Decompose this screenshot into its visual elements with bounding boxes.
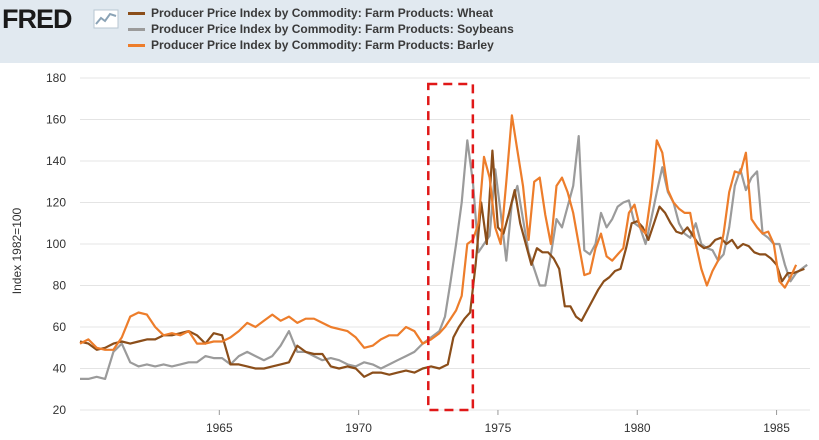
axes: 20 40 60 80 100 120 140 160 180 1965 1970 1975 1980 1… xyxy=(46,71,790,435)
fred-logo[interactable]: FRED xyxy=(2,3,122,35)
y-tick-label: 120 xyxy=(46,196,66,210)
legend-swatch-soybeans xyxy=(128,27,145,31)
x-tick-label: 1975 xyxy=(485,421,512,435)
plot-panel: 20 40 60 80 100 120 140 160 180 1965 1970 1975 1980 1… xyxy=(0,63,819,440)
chart-legend: Producer Price Index by Commodity: Farm … xyxy=(128,5,514,53)
legend-item-soybeans[interactable]: Producer Price Index by Commodity: Farm … xyxy=(128,21,514,37)
y-axis-label: Index 1982=100 xyxy=(10,207,24,294)
legend-item-barley[interactable]: Producer Price Index by Commodity: Farm … xyxy=(128,37,514,53)
chart-svg[interactable]: 20 40 60 80 100 120 140 160 180 1965 1970 1975 1980 1… xyxy=(0,63,819,440)
x-tick-label: 1965 xyxy=(206,421,233,435)
legend-label-wheat: Producer Price Index by Commodity: Farm … xyxy=(151,6,494,20)
x-tick-label: 1970 xyxy=(345,421,372,435)
x-tick-label: 1985 xyxy=(763,421,790,435)
y-tick-label: 140 xyxy=(46,154,66,168)
y-tick-label: 80 xyxy=(53,279,67,293)
y-tick-label: 20 xyxy=(53,403,67,417)
legend-label-barley: Producer Price Index by Commodity: Farm … xyxy=(151,38,494,52)
highlight-box xyxy=(427,82,475,412)
series-line-barley[interactable] xyxy=(79,114,798,351)
legend-swatch-barley xyxy=(128,43,145,47)
y-tick-label: 100 xyxy=(46,237,66,251)
y-tick-label: 160 xyxy=(46,113,66,127)
fred-wordmark: FRED xyxy=(2,4,72,34)
series-lines xyxy=(79,114,808,380)
annotations xyxy=(427,82,475,412)
legend-swatch-wheat xyxy=(128,11,145,15)
y-tick-label: 40 xyxy=(53,362,67,376)
y-tick-label: 60 xyxy=(53,320,67,334)
chart-sparkline-icon xyxy=(93,9,119,29)
series-line-wheat[interactable] xyxy=(79,149,805,378)
x-tick-label: 1980 xyxy=(624,421,651,435)
y-tick-label: 180 xyxy=(46,71,66,85)
legend-item-wheat[interactable]: Producer Price Index by Commodity: Farm … xyxy=(128,5,514,21)
legend-label-soybeans: Producer Price Index by Commodity: Farm … xyxy=(151,22,514,36)
